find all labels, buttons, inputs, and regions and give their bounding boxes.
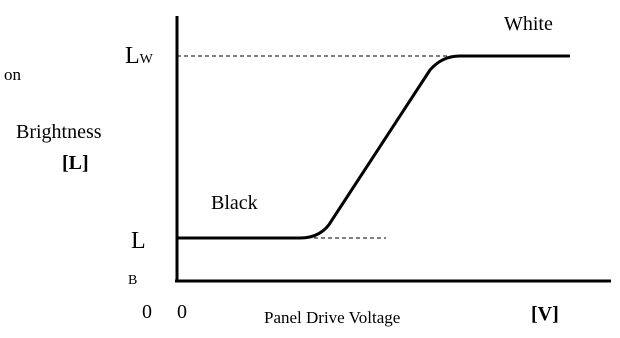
white-level-sub: W <box>139 52 153 67</box>
black-level-sub: B <box>128 273 138 288</box>
x-axis-title: Panel Drive Voltage <box>264 308 401 327</box>
y-origin-label: 0 <box>142 301 152 323</box>
black-level-main: L <box>131 228 146 254</box>
white-level-label: LW <box>125 44 153 68</box>
black-curve-label: Black <box>211 192 258 214</box>
y-axis-unit: [L] <box>62 152 89 174</box>
brightness-curve <box>177 54 570 240</box>
white-curve-label: White <box>504 13 553 35</box>
white-level-main: L <box>125 43 140 69</box>
left-fragment-label: on <box>4 65 21 84</box>
y-axis-title: Brightness <box>16 121 102 143</box>
x-axis-unit: [V] <box>531 303 559 325</box>
x-origin-label: 0 <box>177 301 187 323</box>
